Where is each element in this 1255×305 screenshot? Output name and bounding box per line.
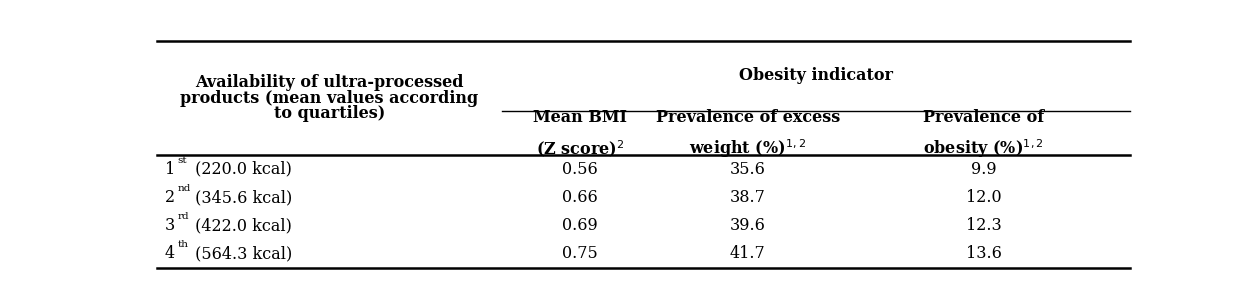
Text: products (mean values according: products (mean values according — [181, 90, 478, 107]
Text: th: th — [177, 240, 188, 249]
Text: (564.3 kcal): (564.3 kcal) — [190, 245, 292, 262]
Text: 12.0: 12.0 — [966, 189, 1001, 206]
Text: 2: 2 — [164, 189, 174, 206]
Text: 13.6: 13.6 — [965, 245, 1001, 262]
Text: 3: 3 — [164, 217, 174, 234]
Text: 35.6: 35.6 — [730, 161, 766, 178]
Text: Obesity indicator: Obesity indicator — [739, 67, 892, 84]
Text: 0.69: 0.69 — [562, 217, 597, 234]
Text: rd: rd — [177, 212, 190, 221]
Text: weight (%)$^{1,2}$: weight (%)$^{1,2}$ — [689, 137, 807, 160]
Text: 38.7: 38.7 — [730, 189, 766, 206]
Text: obesity (%)$^{1,2}$: obesity (%)$^{1,2}$ — [924, 137, 1044, 160]
Text: 0.75: 0.75 — [562, 245, 597, 262]
Text: (345.6 kcal): (345.6 kcal) — [190, 189, 292, 206]
Text: Availability of ultra-processed: Availability of ultra-processed — [196, 74, 464, 92]
Text: nd: nd — [177, 184, 191, 193]
Text: 12.3: 12.3 — [966, 217, 1001, 234]
Text: (220.0 kcal): (220.0 kcal) — [190, 161, 292, 178]
Text: Prevalence of excess: Prevalence of excess — [655, 109, 840, 126]
Text: st: st — [177, 156, 187, 165]
Text: (Z score)$^{2}$: (Z score)$^{2}$ — [536, 138, 624, 159]
Text: (422.0 kcal): (422.0 kcal) — [190, 217, 292, 234]
Text: to quartiles): to quartiles) — [274, 105, 385, 122]
Text: 39.6: 39.6 — [730, 217, 766, 234]
Text: 0.56: 0.56 — [562, 161, 597, 178]
Text: 4: 4 — [164, 245, 174, 262]
Text: 9.9: 9.9 — [971, 161, 996, 178]
Text: 0.66: 0.66 — [562, 189, 597, 206]
Text: 41.7: 41.7 — [730, 245, 766, 262]
Text: Prevalence of: Prevalence of — [922, 109, 1044, 126]
Text: Mean BMI: Mean BMI — [533, 109, 628, 126]
Text: 1: 1 — [164, 161, 174, 178]
